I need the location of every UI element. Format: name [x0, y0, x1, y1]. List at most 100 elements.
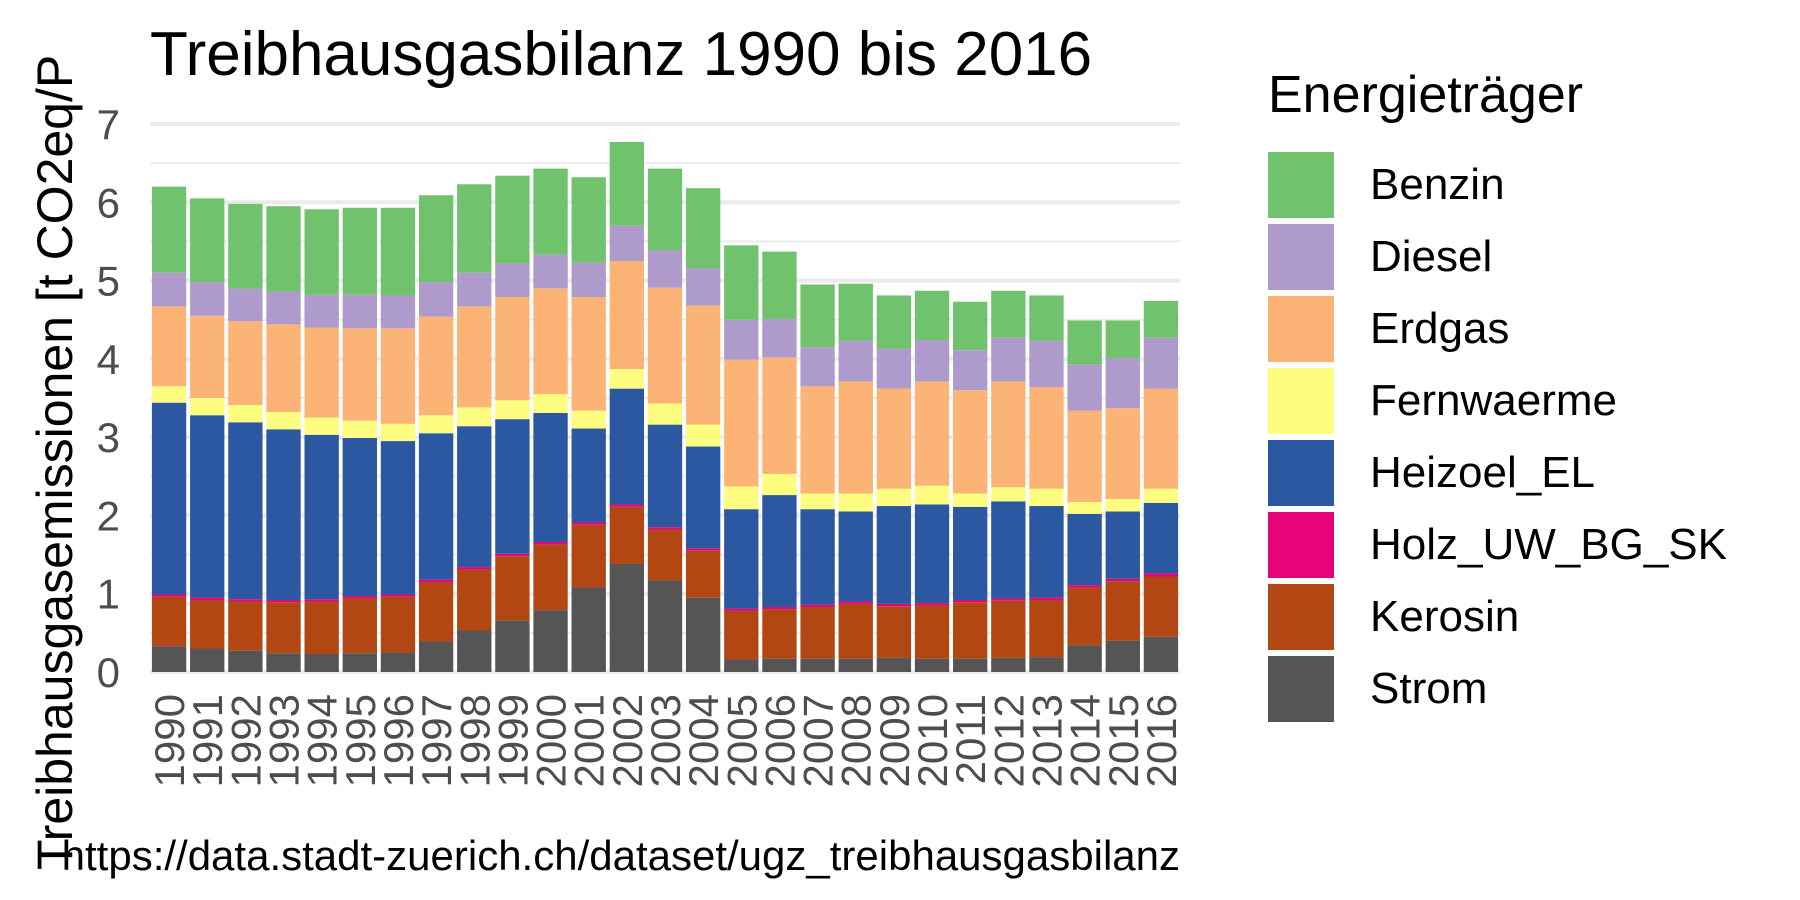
x-tick-label: 2001	[566, 694, 613, 787]
bar-diesel-2012	[991, 337, 1026, 382]
bar-strom-1993	[266, 653, 301, 672]
bar-kerosin-2006	[762, 609, 797, 659]
bar-kerosin-1994	[304, 601, 339, 654]
bar-fernwaerme-2015	[1105, 498, 1140, 512]
x-tick-label: 2005	[718, 694, 765, 787]
bar-diesel-2016	[1143, 337, 1179, 389]
x-tick-labels: 1990199119921993199419951996199719981999…	[146, 694, 1185, 787]
bar-heizoel-el-1997	[418, 433, 454, 580]
x-tick-label: 1991	[184, 694, 231, 787]
bar-diesel-2005	[724, 319, 759, 360]
bar-benzin-1995	[342, 207, 377, 295]
bar-benzin-1996	[380, 207, 416, 296]
bar-strom-2002	[609, 563, 645, 672]
bar-kerosin-2007	[800, 607, 835, 659]
bar-heizoel-el-1991	[190, 415, 225, 598]
bar-holz-uw-bg-sk-1992	[228, 599, 263, 602]
bar-heizoel-el-2009	[876, 506, 912, 604]
bar-diesel-1993	[266, 291, 301, 325]
x-tick-label: 2009	[871, 694, 918, 787]
bar-holz-uw-bg-sk-2007	[800, 604, 835, 608]
bar-kerosin-2012	[991, 600, 1026, 658]
y-tick-label: 4	[97, 336, 120, 383]
bar-heizoel-el-1992	[228, 422, 263, 600]
x-tick-label: 2015	[1100, 694, 1147, 787]
bar-heizoel-el-2004	[685, 446, 721, 549]
bar-kerosin-1990	[151, 596, 187, 647]
bar-fernwaerme-2013	[1029, 488, 1064, 507]
legend-key-heizoel-el	[1268, 440, 1334, 506]
bar-benzin-1994	[304, 209, 339, 295]
bar-kerosin-2005	[724, 610, 759, 660]
bar-benzin-2010	[914, 290, 950, 341]
bar-erdgas-2004	[685, 305, 721, 425]
bar-strom-1996	[380, 652, 416, 672]
bar-erdgas-2016	[1143, 388, 1179, 489]
bar-fernwaerme-1994	[304, 417, 339, 435]
bar-benzin-2011	[953, 301, 988, 351]
bar-heizoel-el-1996	[380, 441, 416, 595]
bar-holz-uw-bg-sk-2012	[991, 598, 1026, 601]
legend: Benzin Diesel Erdgas Fernwaerme Heizoel_EL Ho…	[1268, 152, 1727, 722]
bar-strom-2005	[724, 659, 759, 672]
bar-fernwaerme-2011	[953, 493, 988, 507]
y-axis-label: Treibhausgasemissionen [t CO2eq/P	[27, 55, 83, 870]
bar-fernwaerme-2005	[724, 486, 759, 510]
bar-strom-1997	[418, 641, 454, 672]
bar-holz-uw-bg-sk-2009	[876, 603, 912, 607]
bar-strom-2010	[914, 658, 950, 672]
bar-kerosin-2004	[685, 550, 721, 598]
bar-fernwaerme-2002	[609, 369, 645, 389]
legend-label: Fernwaerme	[1370, 376, 1617, 425]
bar-benzin-2012	[991, 290, 1026, 338]
bar-erdgas-2001	[571, 297, 606, 411]
bar-erdgas-2005	[724, 359, 759, 487]
x-tick-label: 1997	[413, 694, 460, 787]
x-tick-label: 2003	[642, 694, 689, 787]
bar-erdgas-2006	[762, 357, 797, 474]
x-tick-label: 2004	[680, 694, 727, 787]
bar-holz-uw-bg-sk-1997	[418, 579, 454, 582]
bar-benzin-2008	[838, 283, 873, 341]
bar-strom-2004	[685, 597, 721, 672]
bar-holz-uw-bg-sk-1994	[304, 599, 339, 602]
bar-kerosin-1993	[266, 602, 301, 654]
bar-heizoel-el-2008	[838, 511, 873, 602]
bar-heizoel-el-1990	[151, 402, 187, 595]
bar-holz-uw-bg-sk-2005	[724, 608, 759, 611]
bar-erdgas-2000	[533, 288, 568, 395]
bar-diesel-1994	[304, 294, 339, 328]
bar-kerosin-1992	[228, 601, 263, 651]
x-tick-label: 1994	[299, 694, 346, 787]
y-tick-label: 6	[97, 179, 120, 226]
y-tick-label: 3	[97, 414, 120, 461]
bar-strom-2012	[991, 657, 1026, 672]
bar-heizoel-el-1995	[342, 437, 377, 597]
bar-holz-uw-bg-sk-1996	[380, 594, 416, 597]
bar-strom-1991	[190, 648, 225, 672]
y-tick-label: 2	[97, 492, 120, 539]
legend-key-holz-uw-bg-sk	[1268, 512, 1334, 578]
x-tick-label: 2011	[947, 694, 994, 784]
bar-strom-2000	[533, 610, 568, 672]
bar-erdgas-2015	[1105, 408, 1140, 499]
bar-benzin-1991	[190, 198, 225, 283]
bar-kerosin-2003	[647, 529, 683, 581]
bar-diesel-2009	[876, 348, 912, 389]
bar-diesel-2001	[571, 262, 606, 298]
bar-holz-uw-bg-sk-2015	[1105, 578, 1140, 582]
bar-diesel-1991	[190, 282, 225, 316]
bar-heizoel-el-2002	[609, 388, 645, 505]
bar-erdgas-2014	[1067, 410, 1102, 503]
bar-kerosin-2008	[838, 603, 873, 659]
bar-strom-2001	[571, 587, 606, 672]
bar-strom-2014	[1067, 645, 1102, 672]
x-tick-label: 2010	[909, 694, 956, 787]
bar-erdgas-2007	[800, 386, 835, 494]
bar-erdgas-1991	[190, 315, 225, 398]
bar-benzin-2006	[762, 251, 797, 319]
bar-strom-2015	[1105, 640, 1140, 672]
bar-kerosin-2016	[1143, 576, 1179, 637]
bar-strom-1995	[342, 653, 377, 672]
